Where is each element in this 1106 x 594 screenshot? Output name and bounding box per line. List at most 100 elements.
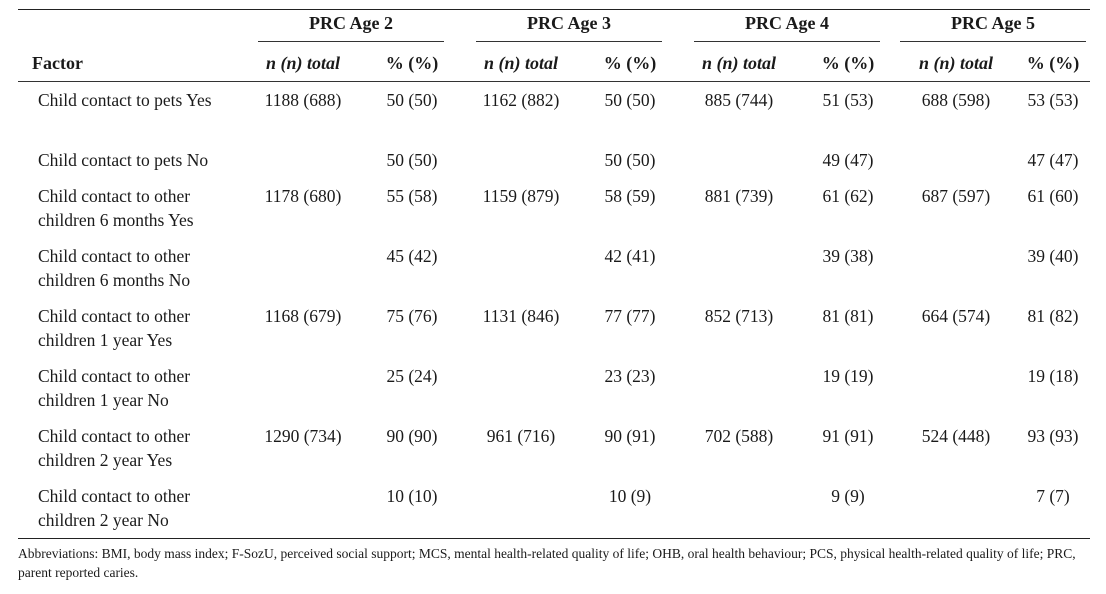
percent-cell: 61 (60): [1027, 186, 1079, 206]
n-total-cell: 1168 (679): [264, 306, 342, 326]
n-total-cell: 702 (588): [704, 426, 774, 446]
n-total-cell: [460, 238, 582, 298]
n-total-cell: [460, 142, 582, 178]
header-spacer: [18, 10, 242, 46]
row-label: Child contact to pets Yes: [38, 90, 212, 110]
table-row: Child contact to pets Yes 1188 (688) 50 (5…: [18, 82, 1090, 143]
row-label: Child contact to other children 2 year N…: [18, 478, 242, 539]
data-table: PRC Age 2 PRC Age 3 PRC Age 4 PRC Age 5 …: [18, 9, 1090, 539]
percent-cell: 39 (38): [822, 246, 874, 266]
table-row: Child contact to other children 2 year Y…: [18, 418, 1090, 478]
percent-cell: 81 (81): [822, 306, 874, 326]
n-total-cell: [460, 478, 582, 539]
n-total-cell: 1131 (846): [482, 306, 560, 326]
footnote: Abbreviations: BMI, body mass index; F-S…: [18, 546, 1076, 580]
factor-header: Factor: [18, 45, 242, 82]
n-total-cell: 664 (574): [921, 306, 991, 326]
pct-header: % (%): [1016, 45, 1090, 82]
n-total-cell: 1162 (882): [482, 90, 560, 110]
n-total-cell: 687 (597): [921, 186, 991, 206]
percent-cell: 50 (50): [386, 150, 438, 170]
percent-cell: 19 (18): [1027, 366, 1079, 386]
n-total-cell: [896, 238, 1016, 298]
n-total-cell: [678, 478, 800, 539]
percent-cell: 51 (53): [822, 90, 874, 110]
group-header: PRC Age 4: [678, 10, 896, 46]
pct-header: % (%): [364, 45, 460, 82]
table-row: Child contact to other children 6 months…: [18, 238, 1090, 298]
row-label: Child contact to other children 1 year Y…: [38, 306, 191, 350]
n-total-cell: 524 (448): [921, 426, 991, 446]
percent-cell: 55 (58): [386, 186, 438, 206]
percent-cell: 9 (9): [800, 478, 896, 539]
percent-cell: 77 (77): [604, 306, 656, 326]
percent-cell: 10 (9): [582, 478, 678, 539]
n-total-cell: 885 (744): [704, 90, 774, 110]
table-row: Child contact to other children 1 year N…: [18, 358, 1090, 418]
pct-header: % (%): [800, 45, 896, 82]
n-total-cell: 1290 (734): [264, 426, 342, 446]
n-total-cell: 881 (739): [704, 186, 774, 206]
percent-cell: 42 (41): [604, 246, 656, 266]
group-header: PRC Age 3: [460, 10, 678, 46]
n-header: n (n) total: [678, 45, 800, 82]
pct-header: % (%): [582, 45, 678, 82]
percent-cell: 58 (59): [604, 186, 656, 206]
percent-cell: 50 (50): [604, 90, 656, 110]
percent-cell: 90 (91): [604, 426, 656, 446]
group-header-row: PRC Age 2 PRC Age 3 PRC Age 4 PRC Age 5: [18, 9, 1090, 46]
n-total-cell: 961 (716): [486, 426, 556, 446]
percent-cell: 10 (10): [364, 478, 460, 539]
n-total-cell: [242, 478, 364, 539]
row-label: Child contact to pets No: [38, 150, 209, 170]
percent-cell: 25 (24): [386, 366, 438, 386]
percent-cell: 45 (42): [386, 246, 438, 266]
table-row: Child contact to pets No 50 (50) 50 (50) 49…: [18, 142, 1090, 178]
n-total-cell: [678, 238, 800, 298]
percent-cell: 23 (23): [604, 366, 656, 386]
n-total-cell: 1178 (680): [264, 186, 342, 206]
table-row: Child contact to other children 1 year Y…: [18, 298, 1090, 358]
n-total-cell: [678, 358, 800, 418]
percent-cell: 19 (19): [822, 366, 874, 386]
n-total-cell: [242, 142, 364, 178]
n-total-cell: [896, 142, 1016, 178]
percent-cell: 90 (90): [386, 426, 438, 446]
table-row: Child contact to other children 6 months…: [18, 178, 1090, 238]
row-label: Child contact to other children 1 year N…: [38, 366, 191, 410]
percent-cell: 50 (50): [604, 150, 656, 170]
percent-cell: 49 (47): [822, 150, 874, 170]
percent-cell: 91 (91): [822, 426, 874, 446]
table-body: Child contact to pets Yes 1188 (688) 50 (5…: [18, 82, 1090, 539]
percent-cell: 39 (40): [1027, 246, 1079, 266]
percent-cell: 93 (93): [1027, 426, 1079, 446]
n-header: n (n) total: [896, 45, 1016, 82]
n-total-cell: 852 (713): [704, 306, 774, 326]
percent-cell: 50 (50): [386, 90, 438, 110]
percent-cell: 53 (53): [1027, 90, 1079, 110]
table-row: Child contact to other children 2 year N…: [18, 478, 1090, 539]
group-header: PRC Age 2: [242, 10, 460, 46]
n-total-cell: [242, 238, 364, 298]
row-label: Child contact to other children 6 months…: [38, 186, 194, 230]
row-label: Child contact to other children 2 year Y…: [38, 426, 191, 470]
percent-cell: 75 (76): [386, 306, 438, 326]
n-header: n (n) total: [242, 45, 364, 82]
percent-cell: 61 (62): [822, 186, 874, 206]
n-header: n (n) total: [460, 45, 582, 82]
column-header-row: Factor n (n) total % (%) n (n) total % (…: [18, 45, 1090, 82]
n-total-cell: [242, 358, 364, 418]
row-label: Child contact to other children 6 months…: [38, 246, 191, 290]
n-total-cell: [896, 478, 1016, 539]
percent-cell: 7 (7): [1016, 478, 1090, 539]
n-total-cell: 688 (598): [921, 90, 991, 110]
percent-cell: 47 (47): [1027, 150, 1079, 170]
n-total-cell: [896, 358, 1016, 418]
n-total-cell: [460, 358, 582, 418]
n-total-cell: 1159 (879): [482, 186, 560, 206]
n-total-cell: 1188 (688): [264, 90, 342, 110]
n-total-cell: [678, 142, 800, 178]
group-header: PRC Age 5: [896, 10, 1090, 46]
percent-cell: 81 (82): [1027, 306, 1079, 326]
